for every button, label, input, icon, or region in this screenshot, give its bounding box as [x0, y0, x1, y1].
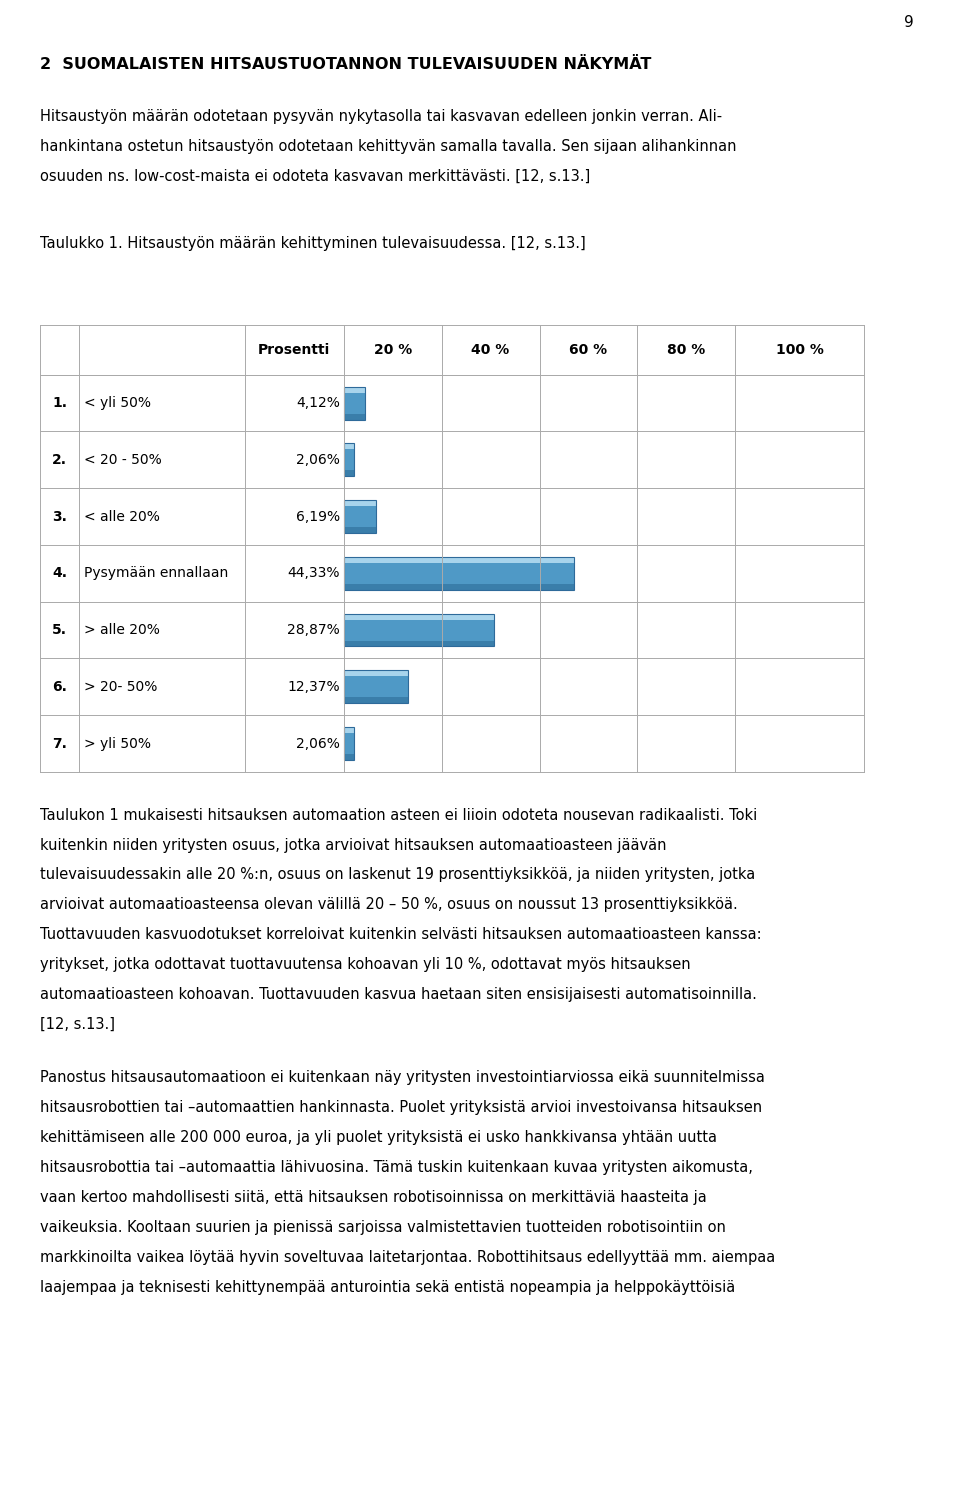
Bar [344, 563, 574, 584]
Text: automaatioasteen kohoavan. Tuottavuuden kasvua haetaan siten ensisijaisesti auto: automaatioasteen kohoavan. Tuottavuuden … [40, 987, 757, 1002]
Text: 2,06%: 2,06% [296, 736, 340, 751]
Bar [344, 449, 354, 470]
Bar [344, 614, 493, 646]
Text: 60 %: 60 % [569, 343, 608, 357]
Text: [12, s.13.]: [12, s.13.] [40, 1017, 115, 1032]
Text: kehittämiseen alle 200 000 euroa, ja yli puolet yrityksistä ei usko hankkivansa : kehittämiseen alle 200 000 euroa, ja yli… [40, 1130, 717, 1145]
Text: Taulukko 1. Hitsaustyön määrän kehittyminen tulevaisuudessa. [12, s.13.]: Taulukko 1. Hitsaustyön määrän kehittymi… [40, 236, 586, 251]
Text: 9: 9 [904, 15, 914, 30]
Text: 3.: 3. [52, 509, 67, 524]
Text: hankintana ostetun hitsaustyön odotetaan kehittyvän samalla tavalla. Sen sijaan : hankintana ostetun hitsaustyön odotetaan… [40, 139, 737, 154]
Bar [344, 727, 354, 760]
Bar [344, 443, 354, 476]
Bar [344, 387, 365, 420]
Text: yritykset, jotka odottavat tuottavuutensa kohoavan yli 10 %, odottavat myös hits: yritykset, jotka odottavat tuottavuutens… [40, 957, 691, 972]
Bar [344, 697, 408, 703]
Text: < yli 50%: < yli 50% [84, 396, 151, 411]
Text: < alle 20%: < alle 20% [84, 509, 159, 524]
Bar [344, 670, 408, 676]
Bar [344, 387, 365, 393]
Text: 2  SUOMALAISTEN HITSAUSTUOTANNON TULEVAISUUDEN NÄKYMÄT: 2 SUOMALAISTEN HITSAUSTUOTANNON TULEVAIS… [40, 57, 652, 72]
Bar [344, 727, 354, 733]
Text: Tuottavuuden kasvuodotukset korreloivat kuitenkin selvästi hitsauksen automaatio: Tuottavuuden kasvuodotukset korreloivat … [40, 927, 762, 942]
Text: Taulukon 1 mukaisesti hitsauksen automaation asteen ei liioin odoteta nousevan r: Taulukon 1 mukaisesti hitsauksen automaa… [40, 808, 757, 823]
Text: hitsausrobottien tai –automaattien hankinnasta. Puolet yrityksistä arvioi invest: hitsausrobottien tai –automaattien hanki… [40, 1100, 762, 1115]
Text: 100 %: 100 % [776, 343, 824, 357]
Bar [344, 614, 493, 620]
Text: 4,12%: 4,12% [296, 396, 340, 411]
Bar [344, 676, 408, 697]
Text: > 20- 50%: > 20- 50% [84, 679, 156, 694]
Text: 6.: 6. [52, 679, 67, 694]
Text: laajempaa ja teknisesti kehittynempää anturointia sekä entistä nopeampia ja help: laajempaa ja teknisesti kehittynempää an… [40, 1280, 735, 1294]
Text: 12,37%: 12,37% [287, 679, 340, 694]
Bar [344, 443, 354, 449]
Text: 6,19%: 6,19% [296, 509, 340, 524]
Bar [344, 754, 354, 760]
Bar [344, 393, 365, 414]
Text: vaan kertoo mahdollisesti siitä, että hitsauksen robotisoinnissa on merkittäviä : vaan kertoo mahdollisesti siitä, että hi… [40, 1190, 708, 1205]
Text: 44,33%: 44,33% [287, 566, 340, 581]
Text: 5.: 5. [52, 623, 67, 638]
Text: Prosentti: Prosentti [258, 343, 330, 357]
Bar [344, 470, 354, 476]
Bar [344, 414, 365, 420]
Text: Pysymään ennallaan: Pysymään ennallaan [84, 566, 228, 581]
Text: tulevaisuudessakin alle 20 %:n, osuus on laskenut 19 prosenttiyksikköä, ja niide: tulevaisuudessakin alle 20 %:n, osuus on… [40, 867, 756, 882]
Text: 4.: 4. [52, 566, 67, 581]
Bar [344, 733, 354, 754]
Bar [344, 670, 408, 703]
Text: 1.: 1. [52, 396, 67, 411]
Text: 7.: 7. [52, 736, 67, 751]
Text: markkinoilta vaikea löytää hyvin soveltuvaa laitetarjontaa. Robottihitsaus edell: markkinoilta vaikea löytää hyvin soveltu… [40, 1250, 776, 1265]
Bar [344, 584, 574, 590]
Text: < 20 - 50%: < 20 - 50% [84, 452, 161, 467]
Text: kuitenkin niiden yritysten osuus, jotka arvioivat hitsauksen automaatioasteen jä: kuitenkin niiden yritysten osuus, jotka … [40, 838, 667, 853]
Bar [344, 557, 574, 590]
Text: Hitsaustyön määrän odotetaan pysyvän nykytasolla tai kasvavan edelleen jonkin ve: Hitsaustyön määrän odotetaan pysyvän nyk… [40, 109, 723, 124]
Bar [344, 640, 493, 646]
Bar [344, 527, 376, 533]
Text: Panostus hitsausautomaatioon ei kuitenkaan näy yritysten investointiarviossa eik: Panostus hitsausautomaatioon ei kuitenka… [40, 1070, 765, 1085]
Text: 28,87%: 28,87% [287, 623, 340, 638]
Text: 80 %: 80 % [667, 343, 706, 357]
Bar [344, 500, 376, 506]
Bar [344, 557, 574, 563]
Bar [344, 620, 493, 640]
Text: vaikeuksia. Kooltaan suurien ja pienissä sarjoissa valmistettavien tuotteiden ro: vaikeuksia. Kooltaan suurien ja pienissä… [40, 1220, 726, 1235]
Text: 20 %: 20 % [373, 343, 412, 357]
Bar [344, 500, 376, 533]
Text: > yli 50%: > yli 50% [84, 736, 151, 751]
Text: 2.: 2. [52, 452, 67, 467]
Text: hitsausrobottia tai –automaattia lähivuosina. Tämä tuskin kuitenkaan kuvaa yrity: hitsausrobottia tai –automaattia lähivuo… [40, 1160, 754, 1175]
Text: > alle 20%: > alle 20% [84, 623, 159, 638]
Text: arvioivat automaatioasteensa olevan välillä 20 – 50 %, osuus on noussut 13 prose: arvioivat automaatioasteensa olevan väli… [40, 897, 738, 912]
Text: 2,06%: 2,06% [296, 452, 340, 467]
Bar [344, 506, 376, 527]
Text: 40 %: 40 % [471, 343, 510, 357]
Text: osuuden ns. low-cost-maista ei odoteta kasvavan merkittävästi. [12, s.13.]: osuuden ns. low-cost-maista ei odoteta k… [40, 169, 590, 184]
